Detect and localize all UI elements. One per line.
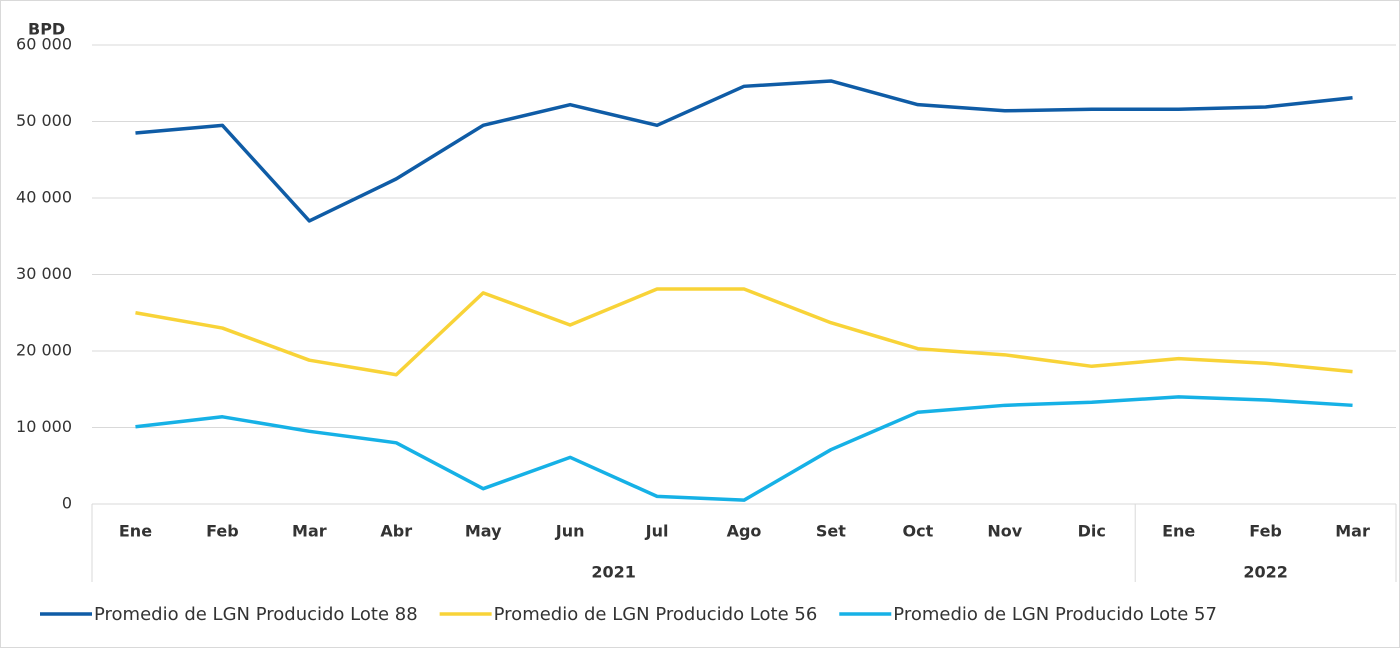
y-tick-label: 40 000 (16, 188, 72, 207)
x-tick-label: Ago (727, 522, 762, 541)
x-tick-label: Jul (645, 522, 669, 541)
legend-label: Promedio de LGN Producido Lote 57 (893, 604, 1217, 625)
y-tick-label: 60 000 (16, 35, 72, 54)
x-tick-label: Ene (1162, 522, 1195, 541)
x-tick-label: Feb (1249, 522, 1282, 541)
y-tick-label: 30 000 (16, 264, 72, 283)
x-group-label: 2022 (1243, 563, 1288, 582)
x-tick-label: Jun (555, 522, 585, 541)
legend-label: Promedio de LGN Producido Lote 88 (94, 604, 418, 625)
x-tick-label: Nov (987, 522, 1022, 541)
y-tick-label: 50 000 (16, 111, 72, 130)
legend-label: Promedio de LGN Producido Lote 56 (494, 604, 818, 625)
x-tick-label: Set (816, 522, 846, 541)
x-tick-label: Dic (1078, 522, 1106, 541)
x-tick-label: Mar (292, 522, 327, 541)
x-tick-label: Oct (902, 522, 933, 541)
x-group-label: 2021 (591, 563, 636, 582)
data-line (135, 287, 1353, 377)
x-tick-label: May (465, 522, 502, 541)
x-tick-label: Ene (119, 522, 152, 541)
data-line (135, 395, 1353, 502)
x-tick-label: Feb (206, 522, 239, 541)
data-line (135, 79, 1353, 223)
y-tick-label: 20 000 (16, 341, 72, 360)
y-tick-label: 10 000 (16, 417, 72, 436)
x-tick-label: Abr (380, 522, 412, 541)
y-axis-label: BPD (28, 20, 65, 39)
x-tick-label: Mar (1335, 522, 1370, 541)
y-tick-label: 0 (62, 494, 72, 513)
